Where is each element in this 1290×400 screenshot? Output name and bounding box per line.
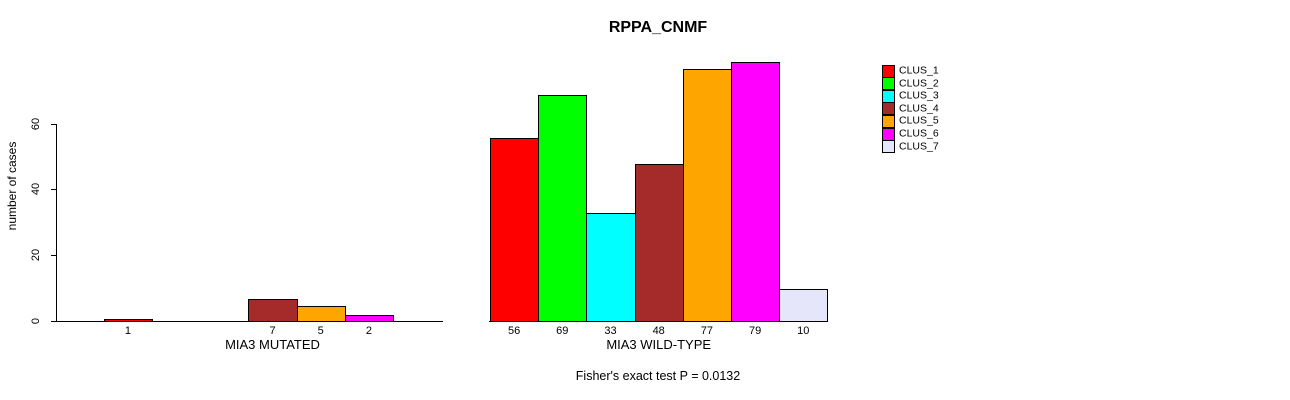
- bar-value-label-mia3-mutated-clus-6: 2: [365, 325, 372, 337]
- legend-label-clus-7: CLUS_7: [899, 140, 939, 153]
- y-axis-tick: [51, 255, 57, 256]
- bar-value-label-mia3-wild-type-clus-3: 33: [604, 325, 617, 337]
- bar-value-label-mia3-wild-type-clus-1: 56: [507, 325, 521, 337]
- bar-value-label-mia3-mutated-clus-5: 5: [317, 325, 324, 337]
- legend-label-clus-1: CLUS_1: [899, 64, 939, 77]
- y-axis-tick: [51, 321, 57, 322]
- legend-label-clus-2: CLUS_2: [899, 77, 939, 90]
- caption: Fisher's exact test P = 0.0132: [575, 369, 741, 383]
- legend-swatch-clus-5: [882, 115, 895, 128]
- group-label-mia3-mutated: MIA3 MUTATED: [225, 337, 320, 352]
- bar-mia3-wild-type-clus-3: [586, 213, 636, 322]
- legend-swatch-clus-2: [882, 77, 895, 90]
- bar-value-label-mia3-wild-type-clus-6: 79: [748, 325, 762, 337]
- legend-label-clus-3: CLUS_3: [899, 89, 939, 102]
- y-axis-line: [56, 124, 57, 322]
- bar-mia3-mutated-clus-1: [104, 319, 153, 322]
- group-label-mia3-wild-type: MIA3 WILD-TYPE: [606, 337, 712, 352]
- chart-title: RPPA_CNMF: [608, 19, 708, 36]
- y-axis-tick: [51, 124, 57, 125]
- bar-value-label-mia3-wild-type-clus-2: 69: [556, 325, 569, 337]
- bar-value-label-mia3-wild-type-clus-5: 77: [700, 325, 714, 337]
- bar-value-label-mia3-wild-type-clus-4: 48: [652, 325, 665, 337]
- legend-swatch-clus-4: [882, 102, 895, 115]
- legend-swatch-clus-7: [882, 140, 895, 153]
- bar-mia3-wild-type-clus-2: [538, 95, 587, 322]
- bar-mia3-mutated-clus-5: [297, 306, 346, 322]
- bar-mia3-wild-type-clus-6: [731, 62, 780, 322]
- legend-label-clus-4: CLUS_4: [899, 102, 939, 115]
- bar-value-label-mia3-mutated-clus-1: 1: [124, 325, 131, 337]
- bar-mia3-wild-type-clus-7: [779, 289, 828, 322]
- bar-value-label-mia3-wild-type-clus-7: 10: [797, 325, 810, 337]
- legend-label-clus-5: CLUS_5: [899, 114, 939, 127]
- bar-value-label-mia3-mutated-clus-4: 7: [269, 325, 276, 337]
- bar-mia3-wild-type-clus-4: [635, 164, 684, 322]
- legend-label-clus-6: CLUS_6: [899, 127, 939, 140]
- bar-mia3-mutated-clus-6: [345, 315, 394, 322]
- y-axis-tick: [51, 189, 57, 190]
- bar-mia3-wild-type-clus-5: [683, 69, 732, 322]
